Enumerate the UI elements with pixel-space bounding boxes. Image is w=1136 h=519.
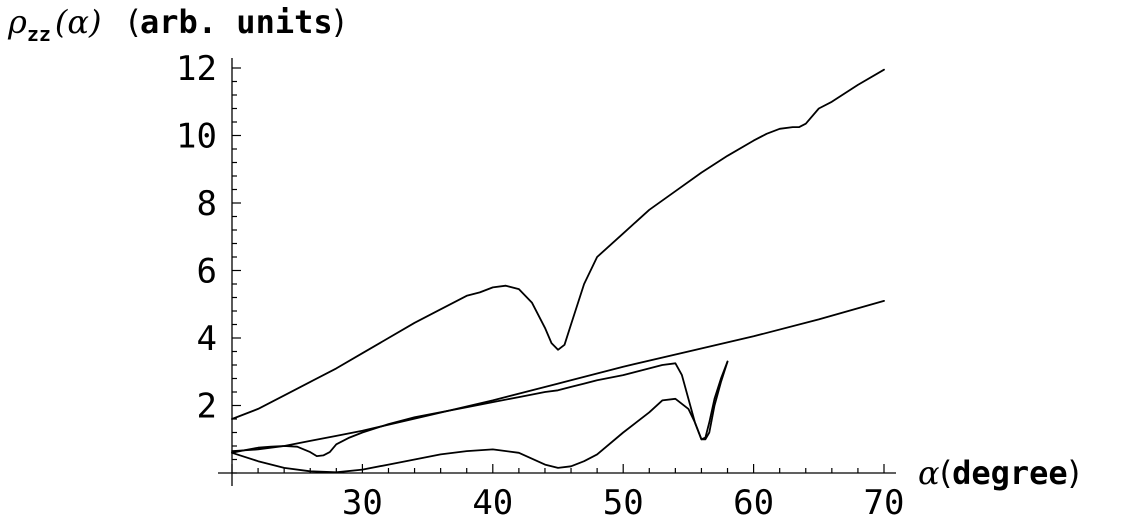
y-axis-label-close-paren: ) <box>333 3 345 41</box>
series-line-1 <box>231 68 885 420</box>
y-axis-label-unit: arb. units <box>140 3 333 41</box>
x-tick-label: 40 <box>472 483 513 519</box>
x-axis-label-unit: degree <box>952 454 1068 492</box>
series-group <box>231 68 885 474</box>
x-axis-label-close-paren: ) <box>1068 454 1080 492</box>
y-axis-label: ρzz (α) (arb. units) <box>7 3 345 46</box>
x-axis-label-open-paren: ( <box>940 454 952 492</box>
y-tick-label: 6 <box>197 252 217 292</box>
x-tick-label: 60 <box>733 483 774 519</box>
y-tick-label: 4 <box>197 319 217 359</box>
y-tick-label: 2 <box>197 387 217 427</box>
y-axis-label-open-paren: ( <box>127 3 139 41</box>
x-tick-label: 50 <box>603 483 644 519</box>
y-axis-label-subscript: zz <box>27 22 51 46</box>
y-axis-label-symbol: ρ <box>7 3 27 41</box>
x-tick-label: 70 <box>864 483 905 519</box>
y-axis-label-arg: (α) <box>55 3 102 41</box>
y-tick-label: 10 <box>176 117 217 157</box>
x-tick-label: 30 <box>342 483 383 519</box>
y-tick-label: 8 <box>197 184 217 224</box>
series-line-2 <box>231 299 885 453</box>
y-tick-label: 12 <box>176 49 217 89</box>
series-line-4 <box>231 360 729 474</box>
x-axis-label: α(degree) <box>918 454 1080 492</box>
x-axis-label-symbol: α <box>918 454 940 492</box>
axes: 30 40 50 60 70 2 4 6 8 10 12 <box>176 49 904 519</box>
